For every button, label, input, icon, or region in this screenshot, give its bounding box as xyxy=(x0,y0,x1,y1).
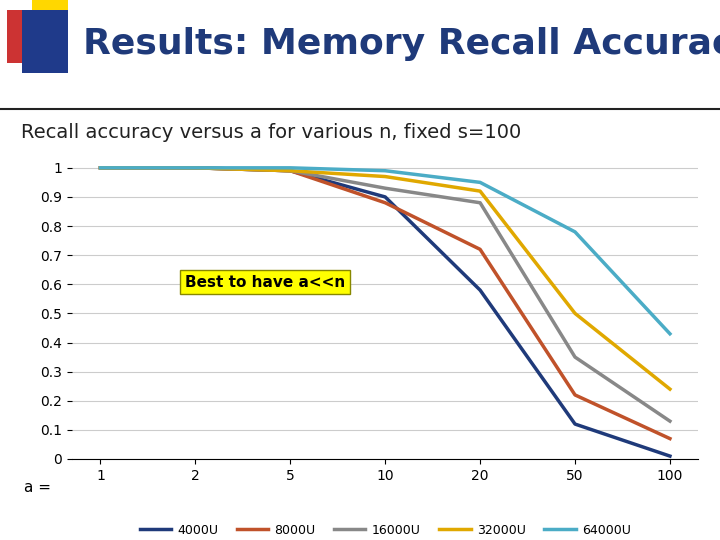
32000U xyxy=(96,165,105,171)
Text: Results: Memory Recall Accuracy: Results: Memory Recall Accuracy xyxy=(83,27,720,60)
16000U xyxy=(665,418,674,424)
32000U xyxy=(381,173,390,180)
64000U xyxy=(571,228,580,235)
64000U xyxy=(96,165,105,171)
32000U xyxy=(191,165,199,171)
Text: Recall accuracy versus a for various n, fixed s=100: Recall accuracy versus a for various n, … xyxy=(22,123,521,142)
32000U xyxy=(476,188,485,194)
Line: 32000U: 32000U xyxy=(101,168,670,389)
64000U xyxy=(381,167,390,174)
FancyBboxPatch shape xyxy=(22,10,68,73)
8000U xyxy=(571,392,580,398)
8000U xyxy=(191,165,199,171)
16000U xyxy=(286,167,294,174)
16000U xyxy=(96,165,105,171)
64000U xyxy=(476,179,485,186)
Legend: 4000U, 8000U, 16000U, 32000U, 64000U: 4000U, 8000U, 16000U, 32000U, 64000U xyxy=(135,519,636,540)
8000U xyxy=(665,435,674,442)
16000U xyxy=(381,185,390,192)
4000U xyxy=(381,194,390,200)
8000U xyxy=(286,167,294,174)
8000U xyxy=(476,246,485,253)
4000U xyxy=(191,165,199,171)
4000U xyxy=(665,453,674,460)
Text: Best to have a<<n: Best to have a<<n xyxy=(185,275,345,290)
Line: 8000U: 8000U xyxy=(101,168,670,438)
32000U xyxy=(665,386,674,393)
FancyBboxPatch shape xyxy=(32,0,68,44)
Line: 64000U: 64000U xyxy=(101,168,670,334)
8000U xyxy=(96,165,105,171)
4000U xyxy=(96,165,105,171)
16000U xyxy=(571,354,580,360)
32000U xyxy=(286,167,294,174)
4000U xyxy=(476,287,485,293)
X-axis label: a =: a = xyxy=(24,480,51,495)
64000U xyxy=(665,330,674,337)
4000U xyxy=(286,167,294,174)
8000U xyxy=(381,199,390,206)
Line: 4000U: 4000U xyxy=(101,168,670,456)
FancyBboxPatch shape xyxy=(7,10,50,63)
Line: 16000U: 16000U xyxy=(101,168,670,421)
4000U xyxy=(571,421,580,427)
16000U xyxy=(191,165,199,171)
16000U xyxy=(476,199,485,206)
32000U xyxy=(571,310,580,316)
64000U xyxy=(286,165,294,171)
64000U xyxy=(191,165,199,171)
